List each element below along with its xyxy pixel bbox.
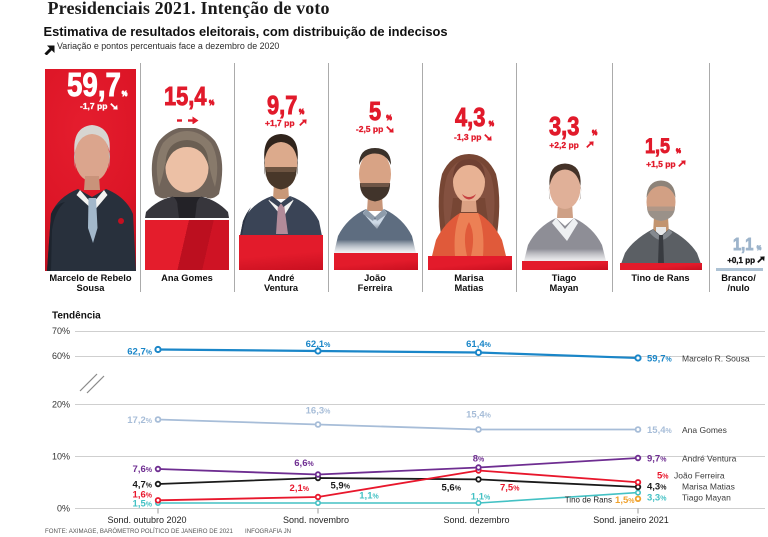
svg-text:André Ventura: André Ventura xyxy=(682,454,737,464)
svg-text:20%: 20% xyxy=(52,400,70,410)
svg-text:9,7%: 9,7% xyxy=(647,454,667,465)
svg-text:1,1%: 1,1% xyxy=(359,491,379,502)
svg-text:8%: 8% xyxy=(473,454,485,465)
svg-text:1,5%: 1,5% xyxy=(133,499,153,510)
svg-text:5%: 5% xyxy=(657,471,669,482)
svg-text:60%: 60% xyxy=(52,351,70,361)
svg-text:59,7%: 59,7% xyxy=(647,354,673,365)
svg-text:INFOGRAFIA JN: INFOGRAFIA JN xyxy=(245,528,291,535)
svg-text:Sond. janeiro 2021: Sond. janeiro 2021 xyxy=(593,515,669,525)
svg-text:61,4%: 61,4% xyxy=(466,339,492,350)
svg-text:4,7%: 4,7% xyxy=(133,480,153,491)
svg-text:João Ferreira: João Ferreira xyxy=(674,471,725,481)
svg-text:0%: 0% xyxy=(57,503,70,513)
svg-text:62,1%: 62,1% xyxy=(306,339,332,350)
svg-text:6,6%: 6,6% xyxy=(294,458,314,469)
svg-text:7,5%: 7,5% xyxy=(500,482,520,493)
svg-text:62,7%: 62,7% xyxy=(127,347,153,358)
svg-text:FONTE: AXIMAGE, BARÓMETRO POLÍ: FONTE: AXIMAGE, BARÓMETRO POLÍTICO DE JA… xyxy=(45,528,234,535)
svg-text:7,6%: 7,6% xyxy=(133,464,153,475)
svg-text:16,3%: 16,3% xyxy=(306,406,332,417)
svg-text:5,6%: 5,6% xyxy=(442,483,462,494)
svg-text:Marisa Matias: Marisa Matias xyxy=(682,482,735,492)
svg-text:Tiago Mayan: Tiago Mayan xyxy=(682,493,731,503)
svg-text:1,6%: 1,6% xyxy=(133,490,153,501)
svg-text:1,5%: 1,5% xyxy=(615,495,635,506)
svg-text:17,2%: 17,2% xyxy=(127,415,153,426)
svg-text:70%: 70% xyxy=(52,326,70,336)
svg-text:Sond. novembro: Sond. novembro xyxy=(283,515,349,525)
svg-text:Marcelo R. Sousa: Marcelo R. Sousa xyxy=(682,354,750,364)
svg-text:Ana Gomes: Ana Gomes xyxy=(682,425,727,435)
svg-text:1,1%: 1,1% xyxy=(471,492,491,503)
svg-text:Sond. dezembro: Sond. dezembro xyxy=(443,515,509,525)
svg-text:15,4%: 15,4% xyxy=(647,425,673,436)
svg-text:15,4%: 15,4% xyxy=(466,410,492,421)
svg-text:3,3%: 3,3% xyxy=(647,493,667,504)
svg-text:10%: 10% xyxy=(52,452,70,462)
svg-text:2,1%: 2,1% xyxy=(290,483,310,494)
svg-text:Tino de Rans: Tino de Rans xyxy=(565,496,612,505)
svg-text:4,3%: 4,3% xyxy=(647,482,667,493)
svg-text:5,9%: 5,9% xyxy=(331,481,351,492)
svg-text:Tendência: Tendência xyxy=(52,311,101,322)
svg-text:Sond. outubro 2020: Sond. outubro 2020 xyxy=(107,515,186,525)
